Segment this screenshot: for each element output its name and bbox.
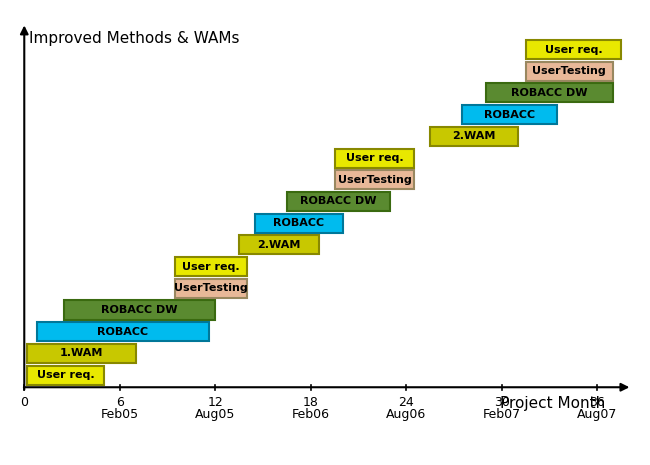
Text: UserTesting: UserTesting <box>532 66 606 76</box>
Text: ROBACC: ROBACC <box>484 110 535 120</box>
Text: UserTesting: UserTesting <box>337 175 411 185</box>
Text: 1.WAM: 1.WAM <box>60 348 103 359</box>
Bar <box>37 322 209 341</box>
Bar <box>287 192 390 211</box>
Text: ROBACC DW: ROBACC DW <box>101 305 178 315</box>
Text: User req.: User req. <box>183 262 240 272</box>
Bar <box>255 213 343 232</box>
Bar <box>27 365 104 385</box>
Text: 12: 12 <box>207 396 223 409</box>
Bar <box>239 235 318 254</box>
Text: User req.: User req. <box>545 45 602 54</box>
Bar <box>430 127 517 146</box>
Text: 2.WAM: 2.WAM <box>257 240 300 250</box>
Text: User req.: User req. <box>37 370 94 380</box>
Bar <box>526 40 621 59</box>
Text: ROBACC: ROBACC <box>98 327 148 337</box>
Text: Feb07: Feb07 <box>483 408 521 421</box>
Bar <box>335 148 414 167</box>
Bar <box>486 83 613 102</box>
Bar <box>176 279 247 298</box>
Text: 2.WAM: 2.WAM <box>452 131 495 141</box>
Text: 30: 30 <box>494 396 510 409</box>
Text: UserTesting: UserTesting <box>174 283 248 293</box>
Bar <box>335 170 414 189</box>
Text: Aug07: Aug07 <box>577 408 618 421</box>
Bar <box>462 105 558 124</box>
Text: Feb06: Feb06 <box>292 408 330 421</box>
Text: Improved Methods & WAMs: Improved Methods & WAMs <box>29 31 240 46</box>
Text: ROBACC DW: ROBACC DW <box>300 197 377 206</box>
Text: 24: 24 <box>398 396 414 409</box>
Text: 6: 6 <box>116 396 124 409</box>
Text: Aug05: Aug05 <box>195 408 235 421</box>
Text: ROBACC DW: ROBACC DW <box>511 88 588 98</box>
Text: 0: 0 <box>20 396 28 409</box>
Bar <box>176 257 247 276</box>
Bar <box>526 62 613 81</box>
Text: Project Month: Project Month <box>500 396 605 411</box>
Text: Feb05: Feb05 <box>101 408 139 421</box>
Bar <box>27 344 136 363</box>
Text: 36: 36 <box>590 396 605 409</box>
Text: User req.: User req. <box>346 153 403 163</box>
Text: ROBACC: ROBACC <box>273 218 324 228</box>
Bar <box>64 300 215 319</box>
Text: 18: 18 <box>303 396 318 409</box>
Text: Aug06: Aug06 <box>386 408 426 421</box>
